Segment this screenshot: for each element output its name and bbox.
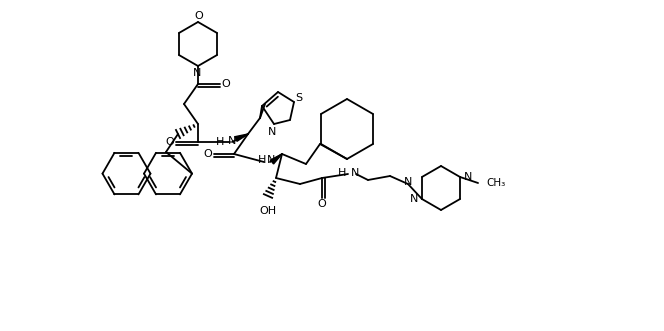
- Text: CH₃: CH₃: [486, 178, 505, 188]
- Polygon shape: [270, 154, 282, 164]
- Text: N: N: [464, 172, 472, 182]
- Text: O: O: [195, 11, 203, 21]
- Text: OH: OH: [260, 206, 277, 216]
- Text: O: O: [222, 79, 230, 89]
- Text: N: N: [351, 168, 359, 178]
- Text: N: N: [268, 127, 276, 137]
- Text: N: N: [404, 177, 412, 187]
- Text: S: S: [295, 93, 303, 103]
- Text: N: N: [410, 194, 418, 204]
- Text: N: N: [228, 136, 236, 146]
- Polygon shape: [235, 134, 248, 141]
- Text: O: O: [204, 149, 212, 159]
- Text: O: O: [317, 199, 327, 209]
- Text: N: N: [267, 155, 276, 165]
- Text: H: H: [258, 155, 266, 165]
- Text: N: N: [193, 68, 201, 78]
- Text: H: H: [216, 137, 224, 147]
- Text: O: O: [165, 137, 175, 147]
- Text: H: H: [337, 168, 346, 178]
